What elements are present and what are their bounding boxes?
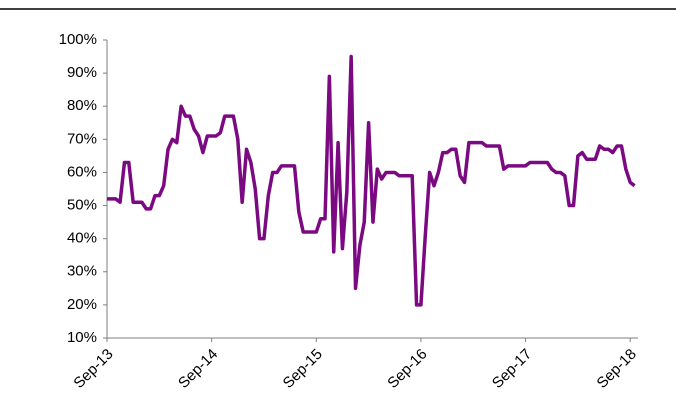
x-tick-label: Sep-16 bbox=[384, 346, 430, 392]
y-tick-label: 70% bbox=[67, 130, 97, 147]
y-tick-label: 60% bbox=[67, 163, 97, 180]
y-tick-label: 80% bbox=[67, 97, 97, 114]
x-tick-label: Sep-17 bbox=[489, 346, 535, 392]
x-tick-label: Sep-15 bbox=[280, 346, 326, 392]
x-tick-label: Sep-13 bbox=[70, 346, 116, 392]
y-tick-label: 50% bbox=[67, 197, 97, 214]
y-tick-label: 20% bbox=[67, 296, 97, 313]
y-tick-label: 10% bbox=[67, 329, 97, 346]
line bbox=[107, 54, 636, 307]
y-tick-label: 90% bbox=[67, 64, 97, 81]
y-tick-label: 100% bbox=[59, 31, 97, 48]
y-tick-label: 30% bbox=[67, 263, 97, 280]
x-tick-label: Sep-14 bbox=[175, 346, 221, 392]
x-tick-label: Sep-18 bbox=[594, 346, 640, 392]
y-tick-label: 40% bbox=[67, 230, 97, 247]
